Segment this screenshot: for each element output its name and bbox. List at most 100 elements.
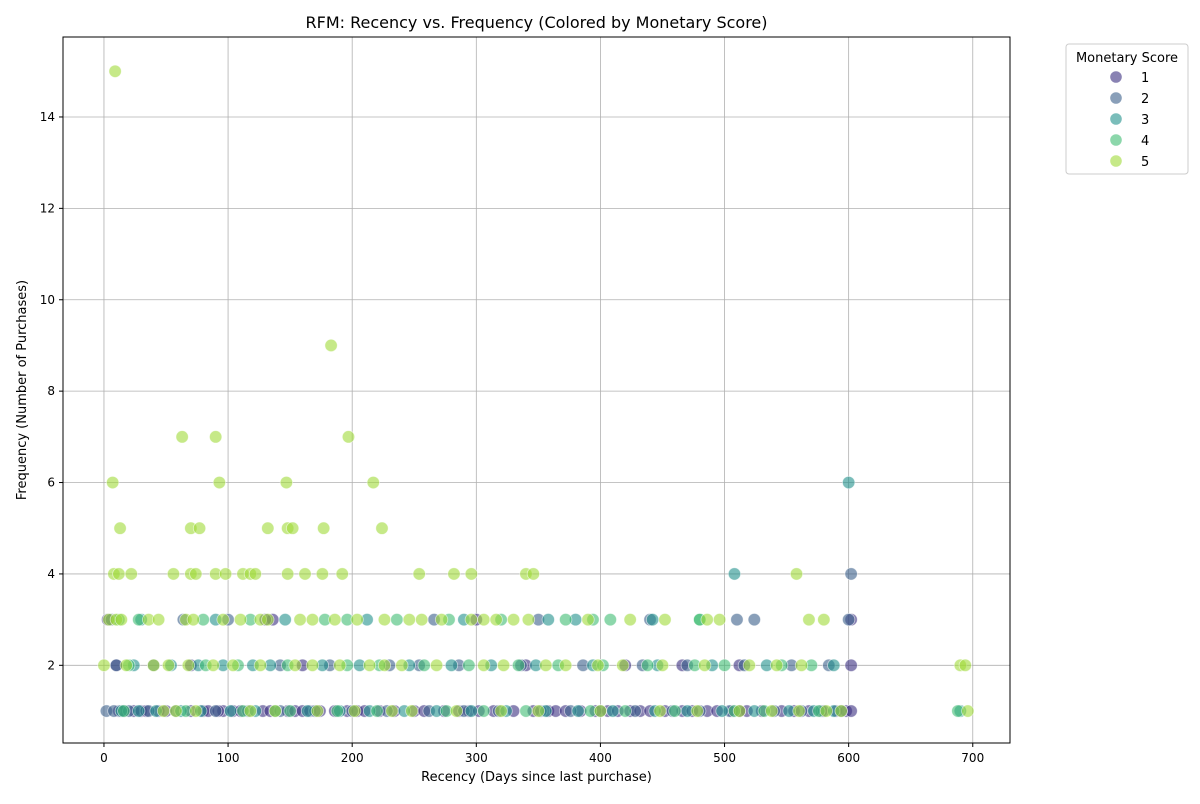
legend-label-5: 5 — [1141, 155, 1149, 170]
legend-title: Monetary Score — [1076, 51, 1178, 66]
data-point-monetary-5 — [559, 658, 573, 672]
data-point-monetary-5 — [958, 658, 972, 672]
data-point-monetary-5 — [539, 658, 553, 672]
legend-label-3: 3 — [1141, 113, 1149, 128]
data-point-monetary-5 — [341, 430, 356, 444]
data-point-monetary-4 — [117, 704, 131, 718]
y-tick-label: 6 — [47, 476, 55, 490]
data-point-monetary-5 — [712, 613, 727, 627]
data-point-monetary-5 — [169, 704, 183, 718]
data-point-monetary-5 — [114, 613, 128, 627]
data-point-monetary-5 — [415, 613, 429, 627]
data-point-monetary-5 — [310, 704, 325, 718]
chart-title: RFM: Recency vs. Frequency (Colored by M… — [306, 13, 768, 32]
data-point-monetary-5 — [366, 475, 380, 490]
y-tick-label: 2 — [47, 658, 55, 672]
data-point-monetary-5 — [616, 658, 630, 672]
data-point-monetary-5 — [209, 430, 223, 444]
y-tick-label: 4 — [47, 567, 55, 581]
data-point-monetary-5 — [405, 704, 419, 718]
data-point-monetary-5 — [653, 704, 667, 718]
data-point-monetary-5 — [186, 613, 200, 627]
data-point-monetary-4 — [283, 704, 297, 718]
data-point-monetary-5 — [181, 658, 195, 672]
data-points — [97, 64, 975, 718]
data-point-monetary-3 — [606, 704, 620, 718]
plot-frame — [62, 36, 1011, 744]
data-point-monetary-5 — [765, 704, 779, 718]
data-point-monetary-5 — [324, 338, 338, 353]
data-point-monetary-5 — [317, 521, 331, 535]
data-point-monetary-2 — [842, 613, 856, 627]
data-point-monetary-5 — [521, 613, 536, 627]
data-point-monetary-5 — [526, 567, 540, 581]
data-point-monetary-5 — [243, 704, 258, 718]
data-point-monetary-5 — [233, 613, 248, 627]
data-point-monetary-5 — [698, 658, 712, 672]
data-point-monetary-5 — [449, 704, 464, 718]
y-tick-label: 12 — [40, 201, 55, 215]
data-point-monetary-5 — [248, 567, 262, 581]
data-point-monetary-4 — [603, 613, 617, 627]
data-point-monetary-5 — [189, 567, 203, 581]
data-point-monetary-5 — [700, 613, 714, 627]
data-point-monetary-5 — [261, 613, 275, 627]
data-point-monetary-5 — [732, 704, 747, 718]
legend-label-4: 4 — [1141, 134, 1149, 149]
data-point-monetary-4 — [640, 658, 655, 672]
legend-box — [1065, 43, 1189, 175]
data-point-monetary-5 — [385, 704, 399, 718]
data-point-monetary-5 — [395, 658, 409, 672]
data-point-monetary-5 — [531, 704, 545, 718]
data-point-monetary-5 — [333, 658, 347, 672]
data-point-monetary-5 — [305, 658, 320, 672]
data-point-monetary-3 — [571, 704, 585, 718]
y-tick-label: 10 — [40, 293, 55, 307]
data-point-monetary-5 — [581, 613, 595, 627]
data-point-monetary-5 — [489, 613, 503, 627]
data-point-monetary-5 — [166, 567, 181, 581]
data-point-monetary-5 — [124, 567, 138, 581]
legend-marker-2 — [1109, 91, 1123, 105]
legend-label-2: 2 — [1141, 92, 1149, 107]
data-point-monetary-1 — [844, 658, 858, 672]
data-point-monetary-5 — [792, 704, 806, 718]
data-point-monetary-3 — [541, 613, 555, 627]
y-tick-label: 14 — [40, 110, 55, 124]
data-point-monetary-5 — [817, 613, 831, 627]
x-tick-label: 500 — [713, 751, 736, 765]
data-point-monetary-4 — [668, 704, 682, 718]
x-axis-title: Recency (Days since last purchase) — [421, 770, 652, 785]
x-tick-label: 700 — [961, 751, 984, 765]
grid — [63, 37, 1010, 743]
data-point-monetary-5 — [350, 613, 364, 627]
y-axis-title: Frequency (Number of Purchases) — [15, 280, 30, 500]
data-point-monetary-3 — [645, 613, 660, 627]
data-point-monetary-5 — [112, 567, 126, 581]
data-point-monetary-5 — [377, 613, 392, 627]
data-point-monetary-5 — [328, 613, 342, 627]
legend-entries: 1 2 3 4 5 — [1109, 70, 1149, 170]
data-point-monetary-5 — [261, 521, 275, 535]
data-point-monetary-5 — [335, 567, 349, 581]
data-point-monetary-4 — [417, 658, 431, 672]
data-point-monetary-4 — [390, 613, 404, 627]
data-point-monetary-5 — [281, 567, 295, 581]
data-point-monetary-3 — [278, 613, 292, 627]
data-point-monetary-5 — [253, 658, 267, 672]
data-point-monetary-4 — [559, 613, 573, 627]
data-point-monetary-5 — [658, 613, 672, 627]
data-point-monetary-5 — [298, 567, 312, 581]
x-tick-label: 200 — [341, 751, 364, 765]
x-tick-label: 0 — [100, 751, 108, 765]
data-point-monetary-5 — [106, 475, 120, 490]
data-point-monetary-5 — [742, 658, 756, 672]
data-point-monetary-5 — [218, 567, 233, 581]
data-point-monetary-5 — [655, 658, 670, 672]
data-point-monetary-5 — [377, 658, 392, 672]
data-point-monetary-3 — [132, 704, 146, 718]
data-point-monetary-2 — [747, 613, 761, 627]
data-point-monetary-4 — [717, 658, 732, 672]
data-point-monetary-5 — [591, 658, 605, 672]
